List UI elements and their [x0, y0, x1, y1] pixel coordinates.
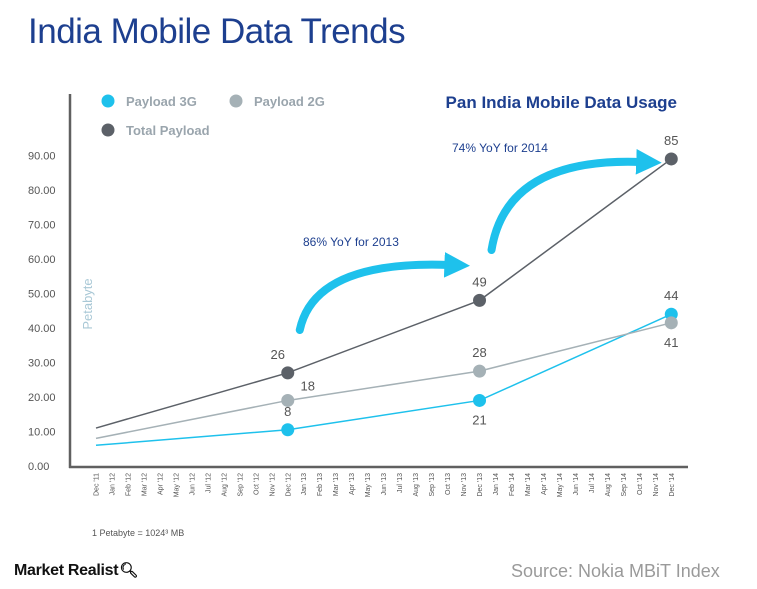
- x-tick-label: Jul '12: [205, 473, 212, 493]
- data-point: [281, 423, 295, 437]
- data-point: [473, 393, 487, 407]
- y-tick-label: 20.00: [28, 392, 56, 404]
- chart-axes: 0.00 10.00 20.00 30.00 40.00 50.00 60.00 70.00 8…: [28, 94, 688, 497]
- data-label: 21: [472, 412, 486, 427]
- x-tick-label: Aug '12: [221, 473, 228, 497]
- x-tick-label: Dec '13: [477, 473, 484, 497]
- data-label: 26: [271, 347, 285, 362]
- x-tick-label: Feb '13: [317, 473, 324, 496]
- x-tick-label: Jun '14: [573, 473, 580, 495]
- data-label: 41: [664, 335, 678, 350]
- chart-series: 8 21 44 18 28 41 26 49 85: [95, 133, 679, 447]
- y-axis-label: Petabyte: [80, 278, 95, 329]
- source-note: Source: Nokia MBiT Index: [511, 561, 720, 581]
- yoy-annotation: 86% YoY for 2013: [303, 235, 399, 249]
- data-label: 44: [664, 288, 678, 303]
- x-tick-label: Oct '13: [445, 473, 452, 495]
- data-label: 49: [472, 274, 486, 289]
- brand-name: Market Realist: [14, 562, 119, 579]
- data-point: [664, 316, 678, 330]
- data-label: 18: [301, 378, 315, 393]
- x-tick-label: Dec '14: [669, 473, 676, 497]
- x-tick-label: Aug '14: [605, 473, 612, 497]
- y-tick-label: 90.00: [28, 151, 56, 163]
- series-line: [95, 322, 672, 440]
- x-tick-label: Nov '14: [653, 473, 660, 497]
- x-tick-label: Sep '12: [237, 473, 244, 497]
- legend-swatch: [101, 94, 115, 108]
- series-line: [95, 313, 672, 447]
- x-tick-label: Jun '13: [381, 473, 388, 495]
- legend-label: Payload 2G: [254, 94, 325, 109]
- x-tick-label: Nov '13: [461, 473, 468, 497]
- data-point: [473, 364, 487, 378]
- series-line: [95, 158, 672, 429]
- x-tick-label: Jan '13: [301, 473, 308, 495]
- magnifier-icon: 🔍︎: [119, 562, 139, 579]
- x-tick-label: Apr '12: [157, 473, 164, 495]
- x-tick-label: Nov '12: [269, 473, 276, 497]
- x-tick-label: Aug '13: [413, 473, 420, 497]
- x-tick-label: May '14: [557, 473, 564, 497]
- page-title: India Mobile Data Trends: [28, 12, 406, 51]
- data-label: 85: [664, 133, 678, 148]
- yoy-arrow: [487, 149, 662, 254]
- chart-annotations: 86% YoY for 2013 74% YoY for 2014: [295, 141, 662, 334]
- data-label: 8: [284, 404, 291, 419]
- x-tick-label: Dec '12: [285, 473, 292, 497]
- x-tick-label: Apr '14: [541, 473, 548, 495]
- x-tick-label: Jan '12: [109, 473, 116, 495]
- y-tick-label: 80.00: [28, 185, 56, 197]
- y-tick-label: 40.00: [28, 323, 56, 335]
- x-tick-label: Feb '14: [509, 473, 516, 496]
- y-tick-label: 50.00: [28, 289, 56, 301]
- yoy-arrow: [295, 252, 470, 334]
- x-tick-label: Mar '13: [333, 473, 340, 496]
- x-tick-label: Jul '14: [589, 473, 596, 493]
- y-tick-label: 0.00: [28, 461, 49, 473]
- x-tick-label: Jun '12: [189, 473, 196, 495]
- data-point: [281, 393, 295, 407]
- y-tick-label: 30.00: [28, 358, 56, 370]
- x-tick-label: Sep '14: [621, 473, 628, 497]
- x-tick-label: May '13: [365, 473, 372, 497]
- legend-label: Payload 3G: [126, 94, 197, 109]
- x-tick-label: Jan '14: [493, 473, 500, 495]
- x-tick-label: Apr '13: [349, 473, 356, 495]
- chart-title: Pan India Mobile Data Usage: [446, 93, 677, 112]
- x-tick-label: Mar '14: [525, 473, 532, 496]
- x-tick-label: May '12: [173, 473, 180, 497]
- y-tick-label: 70.00: [28, 220, 56, 232]
- data-point: [473, 293, 487, 307]
- x-tick-label: Jul '13: [397, 473, 404, 493]
- x-tick-label: Oct '14: [637, 473, 644, 495]
- chart-legend: Payload 3G Payload 2G Total Payload: [101, 94, 325, 138]
- x-tick-label: Sep '13: [429, 473, 436, 497]
- brand-logo: Market Realist🔍︎: [14, 561, 138, 580]
- yoy-annotation: 74% YoY for 2014: [452, 141, 548, 155]
- x-tick-label: Mar '12: [141, 473, 148, 496]
- x-tick-label: Feb '12: [125, 473, 132, 496]
- data-label: 28: [472, 345, 486, 360]
- data-point: [664, 152, 678, 166]
- footnote: 1 Petabyte = 1024³ MB: [92, 528, 185, 538]
- data-point: [281, 366, 295, 380]
- legend-swatch: [229, 94, 243, 108]
- legend-swatch: [101, 123, 115, 137]
- legend-label: Total Payload: [126, 123, 210, 138]
- x-tick-label: Oct '12: [253, 473, 260, 495]
- x-tick-label: Dec '11: [94, 473, 101, 496]
- y-tick-label: 10.00: [28, 427, 56, 439]
- y-tick-label: 60.00: [28, 254, 56, 266]
